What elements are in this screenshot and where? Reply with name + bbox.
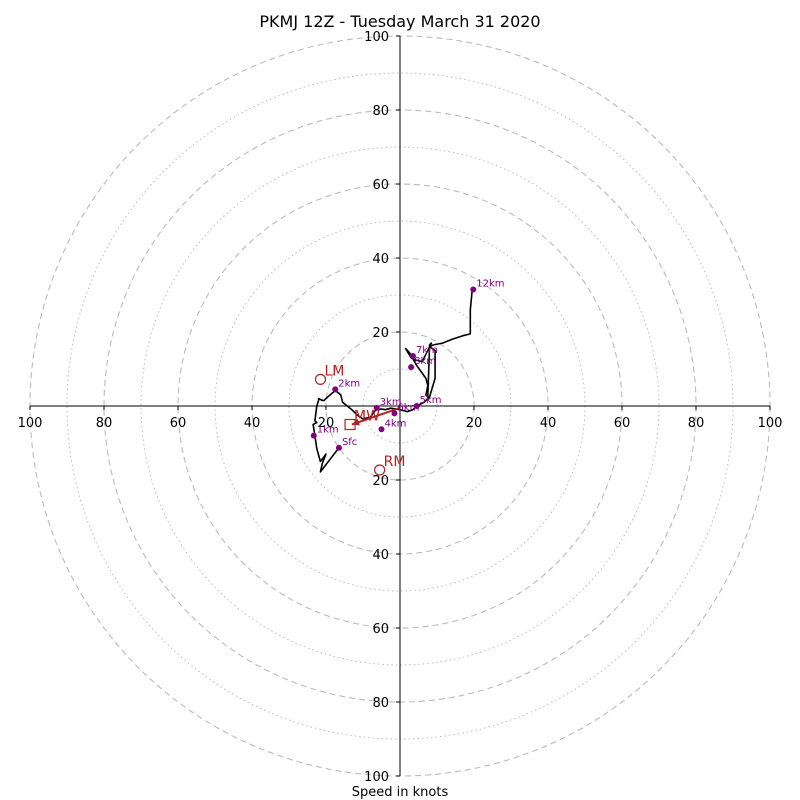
tick-labels: 100 80 60 40 20 20 40 60 80 100 100 80 60 40 20 20 40 60 8… <box>18 30 783 785</box>
storm-motion-mw-marker <box>344 418 356 431</box>
x-tick-label: 100 <box>18 416 43 431</box>
y-tick-label: 100 <box>364 30 389 45</box>
hodograph-line <box>312 291 473 473</box>
hodograph-trace <box>312 291 473 473</box>
height-point-12km <box>470 286 477 293</box>
mean-wind-arrow <box>351 406 401 426</box>
height-point-2km <box>332 386 339 393</box>
x-tick-label: 80 <box>688 416 705 431</box>
height-label-7km: 7km <box>416 345 438 356</box>
x-tick-label: 20 <box>466 416 483 431</box>
storm-motion-lm-label: LM <box>324 363 344 379</box>
height-point-7km <box>409 353 416 360</box>
height-label-1km: 1km <box>317 425 339 436</box>
y-tick-label: 80 <box>372 696 389 711</box>
height-label-8km: 8km <box>414 356 436 367</box>
height-label-sfc: Sfc <box>342 437 357 448</box>
height-point-8km <box>408 364 415 371</box>
y-tick-label: 60 <box>372 178 389 193</box>
y-tick-label: 20 <box>372 474 389 489</box>
x-tick-label: 60 <box>614 416 631 431</box>
height-point-5km <box>413 403 420 409</box>
height-label-6km: 6km <box>397 402 419 413</box>
x-tick-label: 60 <box>170 416 187 431</box>
y-tick-label: 80 <box>372 104 389 119</box>
storm-motion-lm-marker <box>314 373 327 385</box>
x-tick-label: 100 <box>758 416 783 431</box>
height-point-6km <box>391 410 398 417</box>
y-tick-label: 100 <box>364 770 389 785</box>
x-tick-label: 40 <box>244 416 261 431</box>
y-tick-label: 40 <box>372 252 389 267</box>
y-tick-label: 20 <box>372 326 389 341</box>
x-tick-label: 80 <box>96 416 113 431</box>
height-point-sfc <box>335 444 342 451</box>
x-tick-label: 20 <box>318 416 335 431</box>
height-point-1km <box>310 432 317 439</box>
storm-motion-mw-label: MW <box>354 409 380 425</box>
storm-motion-markers: LM RM MW <box>314 363 406 476</box>
y-tick-label: 40 <box>372 548 389 563</box>
chart-title: PKMJ 12Z - Tuesday March 31 2020 <box>259 12 540 31</box>
x-tick-label: 40 <box>540 416 557 431</box>
height-label-12km: 12km <box>476 278 504 289</box>
height-label-3km: 3km <box>380 397 402 408</box>
y-tick-label: 60 <box>372 622 389 637</box>
axes <box>30 36 770 776</box>
height-point-4km <box>378 426 385 433</box>
mean-wind-arrowhead <box>351 418 360 426</box>
storm-motion-rm-label: RM <box>384 454 406 470</box>
x-axis-label: Speed in knots <box>352 785 449 800</box>
height-point-3km <box>373 404 380 411</box>
storm-motion-rm-marker <box>374 464 386 476</box>
height-label-4km: 4km <box>385 418 407 429</box>
height-label-5km: 5km <box>420 395 442 406</box>
height-label-2km: 2km <box>338 378 360 389</box>
